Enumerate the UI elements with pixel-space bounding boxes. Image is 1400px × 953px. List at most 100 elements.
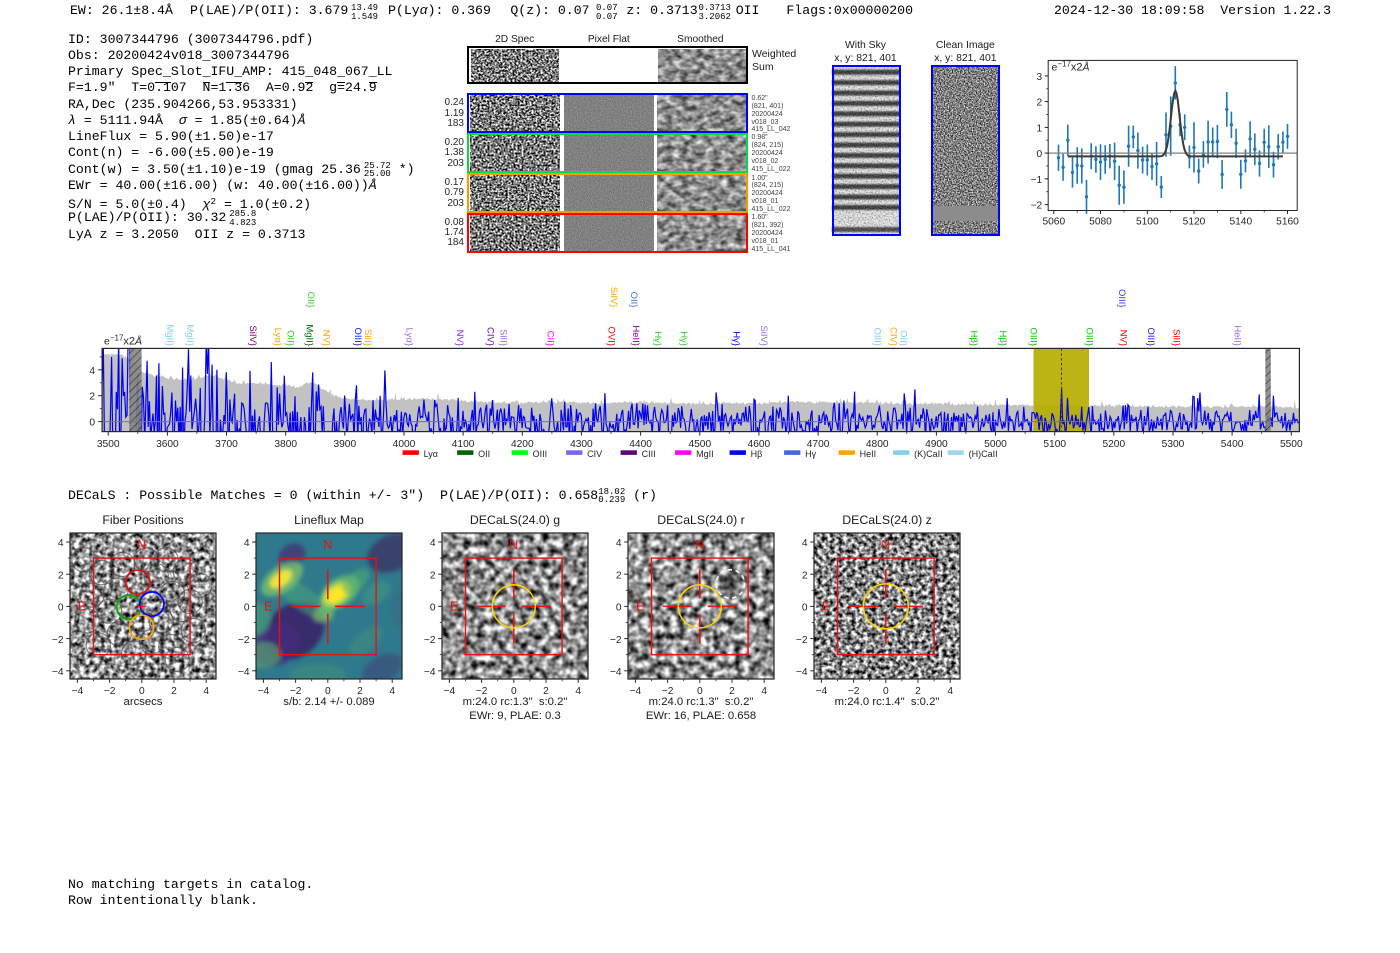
svg-text:NV}: NV} bbox=[454, 330, 465, 346]
svg-text:HeII}: HeII} bbox=[1232, 325, 1243, 346]
svg-text:CIII: CIII bbox=[642, 449, 656, 459]
svg-text:0: 0 bbox=[511, 686, 517, 697]
svg-text:OIII}: OIII} bbox=[1084, 328, 1095, 346]
svg-text:E: E bbox=[450, 599, 458, 613]
svg-text:−1: −1 bbox=[1031, 175, 1043, 186]
svg-text:OII}: OII} bbox=[897, 330, 908, 346]
svg-text:OIII}: OIII} bbox=[1027, 328, 1038, 346]
svg-text:2: 2 bbox=[430, 570, 436, 581]
svg-text:3900: 3900 bbox=[333, 439, 356, 450]
svg-text:−4: −4 bbox=[444, 686, 456, 697]
svg-text:2: 2 bbox=[1037, 98, 1043, 109]
svg-text:2: 2 bbox=[543, 686, 549, 697]
svg-text:−2: −2 bbox=[238, 635, 250, 646]
svg-text:−2: −2 bbox=[476, 686, 488, 697]
svg-text:CIV}: CIV} bbox=[888, 327, 899, 346]
svg-text:5000: 5000 bbox=[984, 439, 1007, 450]
svg-text:4800: 4800 bbox=[866, 439, 889, 450]
svg-text:4900: 4900 bbox=[925, 439, 948, 450]
svg-text:4300: 4300 bbox=[570, 439, 593, 450]
svg-text:HeII}: HeII} bbox=[630, 325, 641, 346]
svg-text:−2: −2 bbox=[424, 635, 436, 646]
svg-text:5300: 5300 bbox=[1162, 439, 1185, 450]
svg-text:5200: 5200 bbox=[1102, 439, 1125, 450]
svg-text:4400: 4400 bbox=[629, 439, 652, 450]
svg-text:−2: −2 bbox=[52, 635, 64, 646]
svg-text:NV}: NV} bbox=[1117, 330, 1128, 346]
svg-text:5500: 5500 bbox=[1280, 439, 1303, 450]
svg-text:−2: −2 bbox=[104, 686, 116, 697]
svg-text:Lyα}: Lyα} bbox=[404, 328, 415, 346]
svg-text:1: 1 bbox=[1037, 123, 1043, 134]
svg-text:2: 2 bbox=[171, 686, 177, 697]
svg-text:−4: −4 bbox=[238, 667, 250, 678]
svg-text:5160: 5160 bbox=[1276, 217, 1299, 228]
svg-text:−4: −4 bbox=[258, 686, 270, 697]
svg-text:(H)CaII: (H)CaII bbox=[969, 449, 998, 459]
svg-text:Hγ}: Hγ} bbox=[678, 331, 689, 346]
svg-text:E: E bbox=[822, 599, 830, 613]
svg-text:−4: −4 bbox=[816, 686, 828, 697]
svg-text:HeII: HeII bbox=[860, 449, 877, 459]
svg-text:4700: 4700 bbox=[807, 439, 830, 450]
svg-text:4: 4 bbox=[203, 686, 209, 697]
svg-text:−2: −2 bbox=[662, 686, 674, 697]
svg-text:MgII}: MgII} bbox=[164, 324, 175, 346]
svg-text:4: 4 bbox=[575, 686, 581, 697]
svg-text:4200: 4200 bbox=[511, 439, 534, 450]
svg-text:OII}: OII} bbox=[305, 292, 316, 308]
svg-text:−2: −2 bbox=[848, 686, 860, 697]
svg-text:N: N bbox=[881, 538, 890, 552]
svg-text:4: 4 bbox=[947, 686, 953, 697]
svg-text:4000: 4000 bbox=[393, 439, 416, 450]
svg-text:0: 0 bbox=[325, 686, 331, 697]
svg-text:−4: −4 bbox=[630, 686, 642, 697]
svg-text:3800: 3800 bbox=[274, 439, 297, 450]
svg-text:E: E bbox=[78, 599, 86, 613]
svg-text:0: 0 bbox=[89, 418, 95, 429]
svg-text:CII}: CII} bbox=[544, 331, 555, 346]
svg-text:MgII}: MgII} bbox=[304, 324, 315, 346]
svg-text:CIV: CIV bbox=[587, 449, 602, 459]
svg-text:OIII}: OIII} bbox=[1116, 289, 1127, 307]
svg-text:0: 0 bbox=[697, 686, 703, 697]
svg-text:5060: 5060 bbox=[1042, 217, 1065, 228]
svg-text:−4: −4 bbox=[610, 667, 622, 678]
svg-text:4: 4 bbox=[89, 366, 95, 377]
svg-text:5120: 5120 bbox=[1183, 217, 1206, 228]
svg-text:5100: 5100 bbox=[1043, 439, 1066, 450]
svg-text:N: N bbox=[695, 538, 704, 552]
svg-text:−4: −4 bbox=[52, 667, 64, 678]
svg-text:4600: 4600 bbox=[748, 439, 771, 450]
svg-text:0: 0 bbox=[802, 603, 808, 614]
svg-text:3700: 3700 bbox=[215, 439, 238, 450]
svg-text:5100: 5100 bbox=[1136, 217, 1159, 228]
svg-text:OIII}: OIII} bbox=[352, 328, 363, 346]
svg-text:E: E bbox=[264, 599, 272, 613]
svg-text:2: 2 bbox=[729, 686, 735, 697]
svg-text:−4: −4 bbox=[424, 667, 436, 678]
svg-text:MgII: MgII bbox=[696, 449, 714, 459]
svg-text:OII}: OII} bbox=[284, 330, 295, 346]
svg-text:MgII}: MgII} bbox=[184, 324, 195, 346]
svg-text:SiIV}: SiIV} bbox=[608, 287, 619, 308]
svg-text:Hγ: Hγ bbox=[805, 449, 816, 459]
svg-text:0: 0 bbox=[883, 686, 889, 697]
svg-text:−2: −2 bbox=[1031, 201, 1043, 212]
svg-text:−2: −2 bbox=[796, 635, 808, 646]
svg-text:4: 4 bbox=[389, 686, 395, 697]
svg-text:Lyα: Lyα bbox=[424, 449, 438, 459]
svg-text:3: 3 bbox=[1037, 72, 1043, 83]
svg-text:(K)CaII: (K)CaII bbox=[914, 449, 943, 459]
svg-text:Hβ}: Hβ} bbox=[997, 331, 1008, 347]
svg-text:SiII}: SiII} bbox=[498, 329, 509, 346]
svg-text:2: 2 bbox=[357, 686, 363, 697]
svg-text:SiIV}: SiIV} bbox=[758, 325, 769, 346]
svg-text:4: 4 bbox=[58, 538, 64, 549]
svg-text:N: N bbox=[137, 538, 146, 552]
svg-text:N: N bbox=[509, 538, 518, 552]
svg-text:3500: 3500 bbox=[97, 439, 120, 450]
svg-text:5140: 5140 bbox=[1229, 217, 1252, 228]
svg-text:OIII}: OIII} bbox=[872, 328, 883, 346]
svg-text:−4: −4 bbox=[796, 667, 808, 678]
